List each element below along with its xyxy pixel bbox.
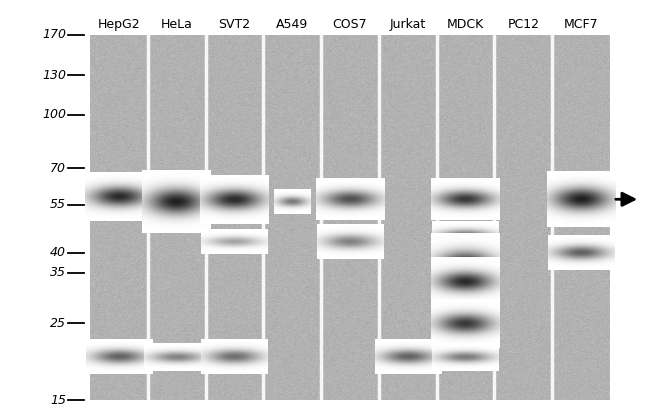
- Text: 170: 170: [42, 28, 66, 41]
- Text: HepG2: HepG2: [98, 18, 140, 31]
- Text: HeLa: HeLa: [161, 18, 192, 31]
- Text: 70: 70: [50, 162, 66, 175]
- Text: 15: 15: [50, 393, 66, 406]
- Text: MDCK: MDCK: [447, 18, 484, 31]
- Text: PC12: PC12: [508, 18, 540, 31]
- Text: A549: A549: [276, 18, 308, 31]
- Text: 55: 55: [50, 198, 66, 211]
- Text: 40: 40: [50, 246, 66, 259]
- Text: 130: 130: [42, 69, 66, 82]
- Text: MCF7: MCF7: [564, 18, 599, 31]
- Text: 35: 35: [50, 266, 66, 279]
- Text: COS7: COS7: [333, 18, 367, 31]
- Text: 100: 100: [42, 108, 66, 121]
- Text: SVT2: SVT2: [218, 18, 250, 31]
- Text: 25: 25: [50, 317, 66, 330]
- Text: Jurkat: Jurkat: [389, 18, 426, 31]
